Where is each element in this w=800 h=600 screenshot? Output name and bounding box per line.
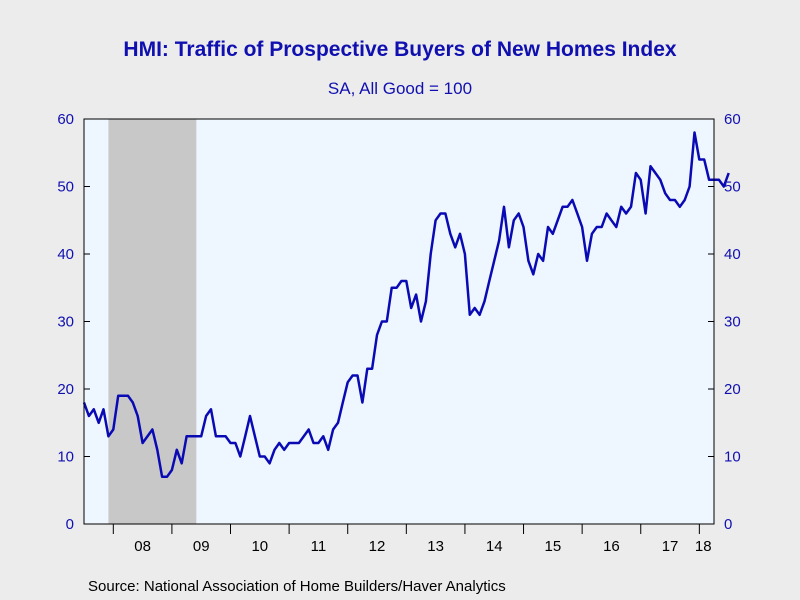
y-tick-label-left: 10 — [57, 449, 74, 466]
x-tick-label: 09 — [193, 538, 210, 555]
x-tick-label: 17 — [662, 538, 679, 555]
y-tick-label-left: 60 — [57, 111, 74, 128]
y-tick-label-right: 0 — [724, 516, 732, 533]
x-tick-label: 11 — [311, 538, 327, 555]
y-tick-label-left: 40 — [57, 246, 74, 263]
x-tick-label: 14 — [486, 538, 503, 555]
x-tick-label: 08 — [134, 538, 151, 555]
series-group — [82, 131, 730, 479]
x-tick-label: 16 — [603, 538, 620, 555]
chart-subtitle: SA, All Good = 100 — [327, 79, 473, 98]
x-tick-label: 18 — [695, 538, 712, 555]
y-tick-label-right: 10 — [724, 449, 741, 466]
y-tick-label-left: 30 — [57, 314, 74, 331]
y-tick-label-right: 20 — [724, 381, 741, 398]
x-tick-label: 13 — [427, 538, 444, 555]
y-tick-label-left: 20 — [57, 381, 74, 398]
y-tick-label-right: 60 — [724, 111, 741, 128]
y-tick-label-right: 50 — [724, 179, 741, 196]
chart-title: HMI: Traffic of Prospective Buyers of Ne… — [123, 38, 677, 61]
x-tick-label: 10 — [251, 538, 268, 555]
y-tick-label-left: 0 — [66, 516, 74, 533]
recession-shading — [108, 119, 197, 524]
y-tick-label-right: 40 — [724, 246, 741, 263]
y-tick-label-right: 30 — [724, 314, 741, 331]
series-line-0 — [82, 131, 730, 479]
y-tick-label-left: 50 — [57, 179, 74, 196]
x-tick-label: 12 — [369, 538, 386, 555]
source-note: Source: National Association of Home Bui… — [88, 578, 506, 595]
ticks-group: 0 0 10 10 20 20 30 30 40 40 50 50 60 60 08 09 10 11 12 13 14… — [57, 111, 740, 555]
x-tick-label: 15 — [544, 538, 561, 555]
